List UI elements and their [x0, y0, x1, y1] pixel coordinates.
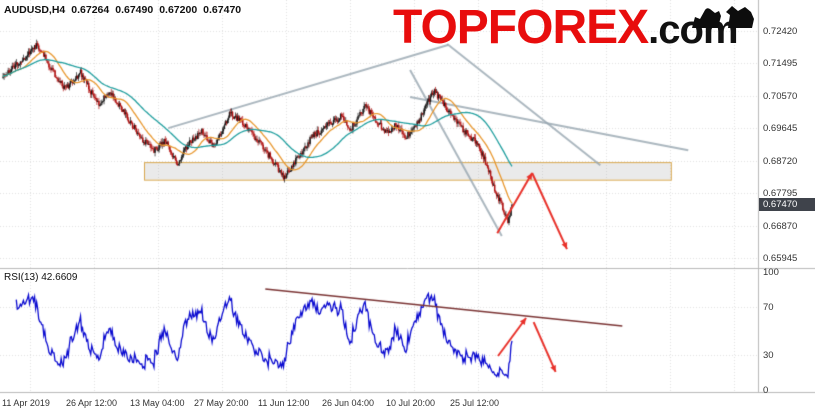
ohlc-open: 0.67264: [71, 4, 110, 16]
rsi-axis-tick: 30: [763, 350, 774, 361]
rsi-axis-tick: 70: [763, 302, 774, 313]
logo-suffix-text: .com: [648, 8, 738, 52]
ohlc-high: 0.67490: [115, 4, 154, 16]
price-axis-tick: 0.70570: [763, 91, 798, 102]
rsi-indicator-label: RSI(13) 42.6609: [4, 272, 78, 283]
date-axis-tick: 11 Apr 2019: [2, 398, 50, 408]
price-axis-tick: 0.68720: [763, 156, 798, 167]
date-axis-tick: 11 Jun 12:00: [258, 398, 310, 408]
price-axis-tick: 0.66870: [763, 221, 798, 232]
price-axis-tick: 0.65945: [763, 253, 798, 264]
symbol-timeframe: AUDUSD,H4: [4, 4, 66, 16]
logo-brand-text: TOPFOREX: [393, 1, 649, 54]
date-axis-tick: 25 Jul 12:00: [450, 398, 500, 408]
ohlc-close: 0.67470: [203, 4, 242, 16]
date-axis-tick: 27 May 20:00: [194, 398, 249, 408]
chart-header: AUDUSD,H4 0.67264 0.67490 0.67200 0.67470: [4, 4, 247, 16]
rsi-axis-tick: 100: [763, 267, 779, 278]
date-axis-tick: 13 May 04:00: [130, 398, 185, 408]
price-axis-tick: 0.72420: [763, 26, 798, 37]
site-logo[interactable]: TOPFOREX .com: [393, 0, 739, 56]
ohlc-low: 0.67200: [159, 4, 198, 16]
current-price-label: 0.67470: [759, 198, 815, 211]
date-axis-tick: 10 Jul 20:00: [386, 398, 436, 408]
rsi-axis-tick: 0: [763, 385, 769, 396]
bull-bear-icon: [692, 6, 754, 28]
price-axis-tick: 0.71495: [763, 58, 798, 69]
date-axis-tick: 26 Apr 12:00: [66, 398, 118, 408]
price-axis-tick: 0.67795: [763, 188, 798, 199]
date-axis-tick: 26 Jun 04:00: [322, 398, 375, 408]
price-axis-tick: 0.69645: [763, 123, 798, 134]
